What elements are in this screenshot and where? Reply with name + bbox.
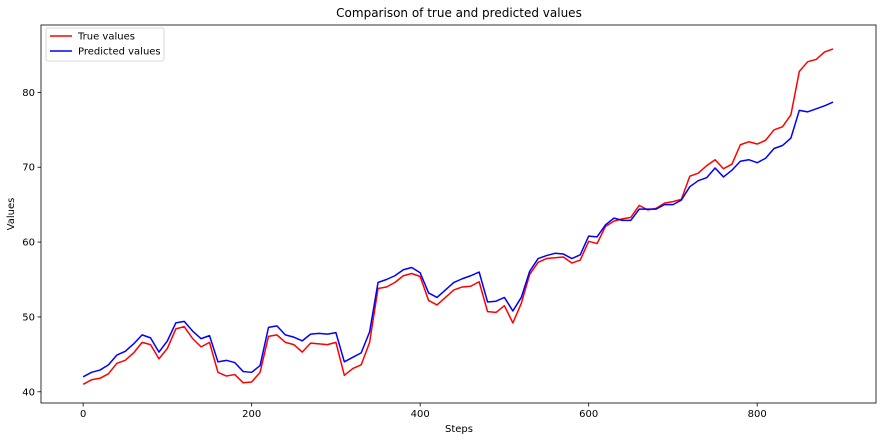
plot-area-frame — [40, 24, 877, 404]
legend-box — [45, 27, 165, 62]
x-tick-label: 600 — [579, 409, 598, 420]
axis-ticks: 0 200 400 600 800 40 50 60 70 80 — [22, 88, 766, 420]
x-tick-label: 0 — [80, 409, 86, 420]
legend: True values Predicted values — [45, 27, 165, 62]
y-axis-label: Values — [6, 198, 17, 231]
legend-entry-label: Predicted values — [78, 47, 161, 58]
x-tick-label: 400 — [411, 409, 430, 420]
y-tick-label: 80 — [22, 88, 35, 99]
legend-entry-label: True values — [77, 32, 135, 43]
x-tick-label: 800 — [748, 409, 767, 420]
y-tick-label: 70 — [22, 163, 35, 174]
series-line-true-values — [82, 48, 834, 385]
series-lines — [82, 48, 834, 385]
y-tick-label: 40 — [22, 387, 35, 398]
y-tick-label: 60 — [22, 238, 35, 249]
chart-title: Comparison of true and predicted values — [336, 6, 582, 20]
y-tick-label: 50 — [22, 312, 35, 323]
x-axis-label: Steps — [445, 424, 473, 435]
x-tick-label: 200 — [242, 409, 261, 420]
series-line-predicted-values — [82, 101, 834, 378]
